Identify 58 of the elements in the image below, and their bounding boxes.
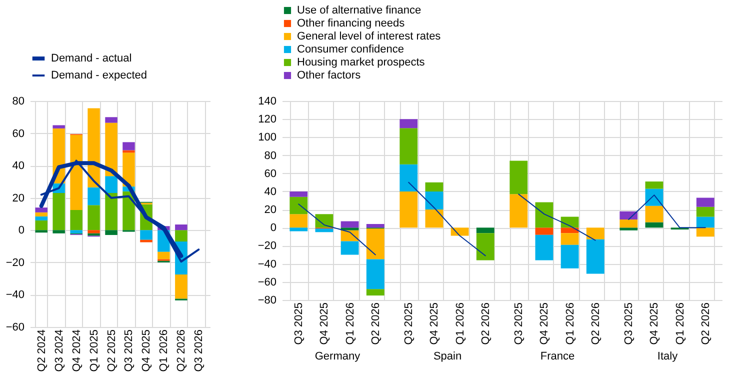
legend-label: Consumer confidence bbox=[297, 44, 404, 56]
x-tick-label: Q4 2024 bbox=[70, 330, 83, 372]
legend-label: Use of alternative finance bbox=[297, 4, 422, 16]
y-tick-label: 60 bbox=[264, 168, 276, 180]
y-tick-label: −60 bbox=[258, 276, 276, 288]
x-tick-label: Q2 2026 bbox=[480, 302, 492, 345]
y-tick-label: 0 bbox=[270, 222, 276, 234]
legend-label: General level of interest rates bbox=[297, 30, 442, 42]
y-tick-label: 20 bbox=[264, 204, 276, 216]
y-tick-label: 100 bbox=[258, 132, 276, 144]
y-tick-label: 40 bbox=[264, 186, 276, 198]
x-axis-title: France bbox=[540, 350, 575, 363]
x-tick-label: Q4 2025 bbox=[428, 302, 441, 345]
x-tick-label: Q2 2026 bbox=[370, 302, 382, 345]
x-tick-label: Q1 2026 bbox=[674, 302, 686, 345]
x-tick-label: Q2 2026 bbox=[700, 302, 712, 345]
y-tick-label: 40 bbox=[12, 160, 24, 172]
x-tick-label: Q1 2025 bbox=[88, 330, 100, 372]
x-tick-label: Q4 2025 bbox=[140, 330, 153, 372]
x-tick-label: Q3 2025 bbox=[293, 302, 306, 345]
x-tick-label: Q1 2026 bbox=[158, 330, 170, 372]
y-tick-label: 80 bbox=[12, 96, 24, 108]
x-axis-title: Germany bbox=[314, 350, 361, 363]
legend-label: Other factors bbox=[297, 70, 362, 82]
y-tick-label: −80 bbox=[258, 294, 276, 306]
x-tick-label: Q2 2026 bbox=[590, 302, 602, 345]
x-tick-label: Q2 2026 bbox=[176, 330, 188, 372]
x-axis-title: Spain bbox=[433, 350, 462, 363]
x-tick-label: Q3 2024 bbox=[53, 330, 66, 372]
x-tick-label: Q3 2025 bbox=[123, 330, 136, 372]
x-tick-label: Q3 2026 bbox=[193, 330, 206, 372]
x-axis-title: Italy bbox=[657, 350, 678, 363]
x-tick-label: Q4 2025 bbox=[538, 302, 551, 345]
y-tick-label: −20 bbox=[6, 256, 24, 269]
x-tick-label: Q1 2026 bbox=[454, 302, 466, 345]
y-tick-label: 120 bbox=[258, 114, 276, 126]
y-tick-label: −40 bbox=[258, 258, 276, 270]
legend-label: Demand - expected bbox=[51, 70, 147, 82]
x-tick-label: Q3 2025 bbox=[623, 302, 636, 345]
x-tick-label: Q1 2026 bbox=[564, 302, 576, 345]
x-tick-label: Q3 2025 bbox=[403, 302, 416, 345]
x-tick-label: Q4 2025 bbox=[648, 302, 661, 345]
x-tick-label: Q2 2024 bbox=[36, 330, 48, 372]
legend-label: Housing market prospects bbox=[297, 56, 426, 68]
y-tick-label: 0 bbox=[18, 224, 24, 237]
x-tick-label: Q4 2025 bbox=[318, 302, 331, 345]
legend-label: Demand - actual bbox=[51, 52, 132, 64]
y-tick-label: 20 bbox=[12, 192, 24, 204]
x-tick-label: Q2 2025 bbox=[106, 330, 118, 372]
legend-label: Other financing needs bbox=[297, 18, 406, 30]
y-tick-label: 60 bbox=[12, 128, 24, 140]
x-tick-label: Q3 2025 bbox=[513, 302, 526, 345]
y-tick-label: 80 bbox=[264, 150, 276, 162]
y-tick-label: −40 bbox=[6, 289, 24, 302]
x-tick-label: Q1 2026 bbox=[344, 302, 356, 345]
y-tick-label: −20 bbox=[258, 240, 276, 252]
y-tick-label: −60 bbox=[6, 322, 24, 334]
y-tick-label: 140 bbox=[258, 96, 276, 108]
